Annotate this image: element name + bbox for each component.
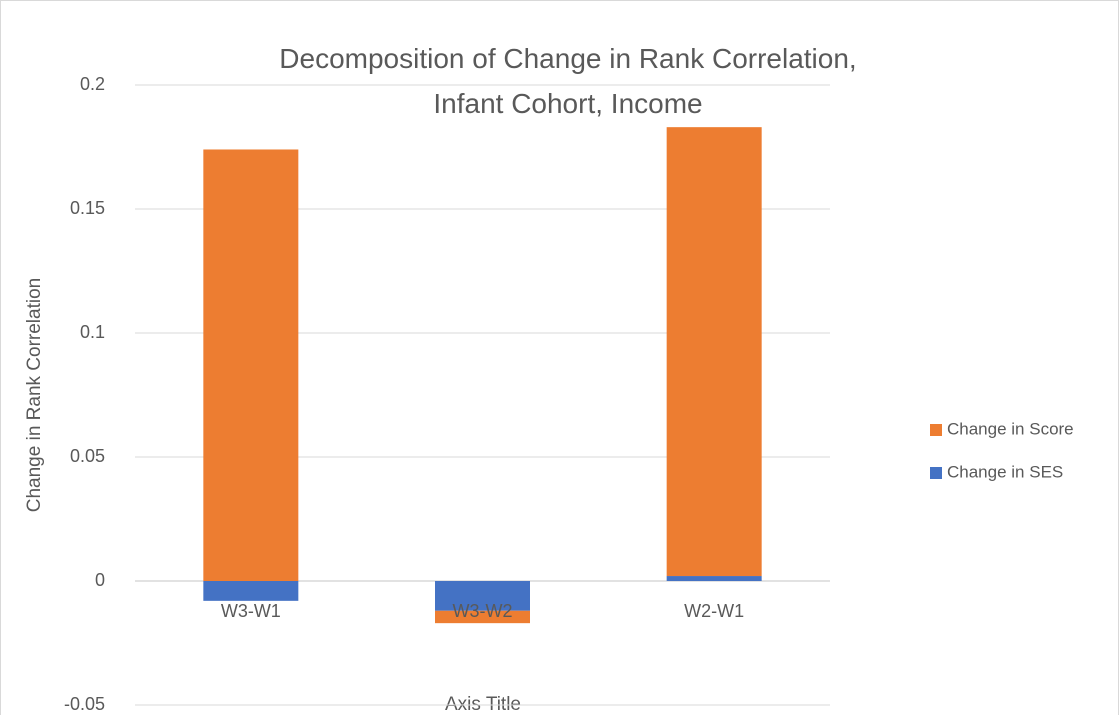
y-tick-label: 0.2 [80, 74, 105, 94]
y-tick-label: 0.05 [70, 446, 105, 466]
bar-segment [435, 581, 530, 611]
bar-segment [666, 127, 762, 577]
y-axis-title: Change in Rank Correlation [24, 278, 45, 512]
chart-title: Decomposition of Change in Rank Correlat… [279, 43, 857, 119]
bar-segment [203, 581, 299, 601]
x-tick-label: W3-W2 [453, 601, 513, 621]
y-tick-label: 0.1 [80, 322, 105, 342]
y-tick-label: -0.05 [64, 694, 105, 714]
bar-segment [666, 576, 762, 581]
legend-swatch [930, 424, 942, 436]
legend-label: Change in Score [947, 419, 1074, 438]
legend-swatch [930, 467, 942, 479]
bar-segment [435, 610, 530, 624]
x-tick-label: W2-W1 [684, 601, 744, 621]
y-tick-label: 0 [95, 570, 105, 590]
legend-label: Change in SES [947, 462, 1063, 481]
bar-segment [203, 149, 299, 582]
x-tick-label: W3-W1 [221, 601, 281, 621]
y-tick-label: 0.15 [70, 198, 105, 218]
